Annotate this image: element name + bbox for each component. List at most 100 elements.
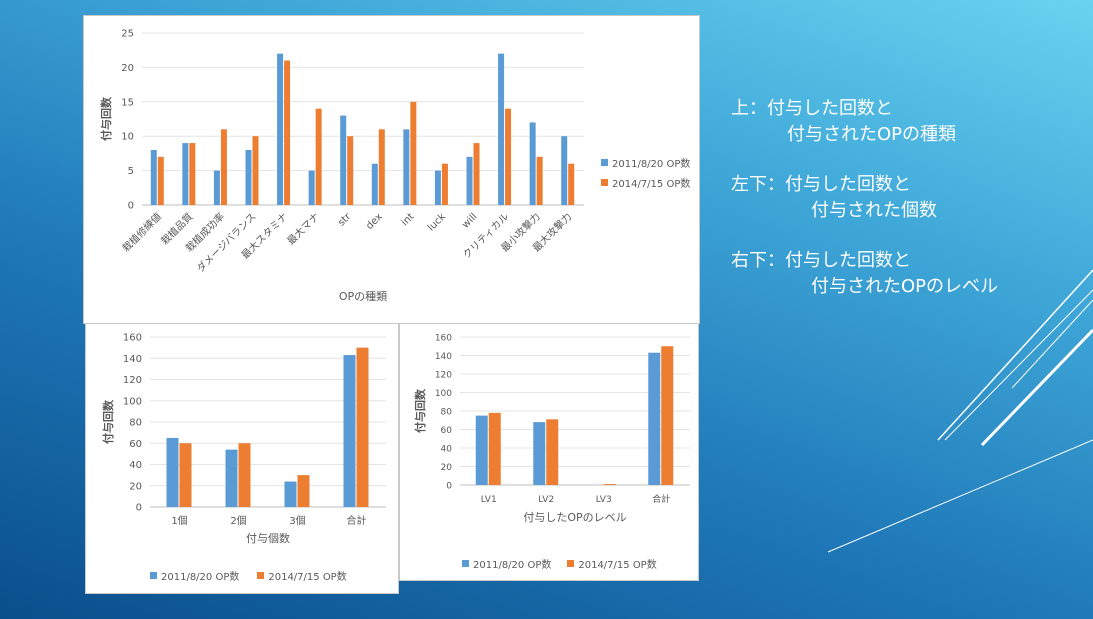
bar-series1 xyxy=(343,355,356,507)
chart-op-count-legend: 2011/8/20 OP数 2014/7/15 OP数 xyxy=(150,568,347,583)
x-tick-label: 2個 xyxy=(230,514,246,527)
y-axis-label: 付与回数 xyxy=(99,96,113,141)
bar-series2 xyxy=(536,156,543,205)
chart-op-types-legend: 2011/8/20 OP数 2014/7/15 OP数 xyxy=(601,152,690,192)
legend-item-series2: 2014/7/15 OP数 xyxy=(257,568,347,583)
bar-series1 xyxy=(371,163,378,205)
bar-series2 xyxy=(505,108,512,205)
y-tick-label: 40 xyxy=(129,460,142,471)
y-tick-label: 80 xyxy=(441,408,453,418)
x-axis-label: 付与したOPのレベル xyxy=(523,511,626,524)
bar-series2 xyxy=(378,129,385,205)
chart-op-count-panel: 0 20 40 60 80 100 120 140 160 1個 2個 3個 合計 付与個数 付与回数 xyxy=(85,323,399,594)
chart-op-level-panel: 0 20 40 60 80 100 120 140 160 LV1 LV2 LV3 合計 付与したOPのレ… xyxy=(399,323,699,581)
y-tick-label: 0 xyxy=(136,503,142,514)
note-line: 付与されたOPの種類 xyxy=(787,124,957,145)
y-tick-label: 120 xyxy=(123,375,142,386)
note-bottom-right: 右下：付与した回数と 付与されたOPのレベル xyxy=(731,248,998,300)
bar-series1 xyxy=(166,437,179,507)
bar-series1 xyxy=(284,481,297,507)
y-axis-label: 付与回数 xyxy=(101,399,115,444)
bar-series2 xyxy=(546,419,559,485)
deco-line xyxy=(1011,299,1093,389)
bar-series1 xyxy=(277,53,284,205)
bar-series2 xyxy=(568,163,575,205)
note-line: 上：付与した回数と xyxy=(731,98,893,119)
bar-series1 xyxy=(340,115,347,205)
legend-item-series2: 2014/7/15 OP数 xyxy=(567,556,657,571)
note-bottom-left: 左下：付与した回数と 付与された個数 xyxy=(731,172,998,224)
y-tick-label: 140 xyxy=(123,354,142,365)
note-line: 付与されたOPのレベル xyxy=(811,276,999,297)
bar-series2 xyxy=(356,347,369,507)
y-tick-label: 80 xyxy=(129,418,142,429)
bar-series2 xyxy=(488,412,501,485)
bar-series2 xyxy=(157,156,164,205)
legend-swatch xyxy=(601,158,608,166)
legend-swatch xyxy=(601,178,608,186)
y-tick-label: 160 xyxy=(435,334,452,344)
y-tick-label: 20 xyxy=(129,481,142,492)
x-tick-label: luck xyxy=(426,211,448,233)
note-line: 左下：付与した回数と xyxy=(731,174,911,195)
x-tick-label: 3個 xyxy=(289,514,305,527)
y-tick-label: 60 xyxy=(441,426,453,436)
legend-label: 2014/7/15 OP数 xyxy=(578,560,657,571)
x-axis-label: OPの種類 xyxy=(339,289,387,303)
chart-op-types-panel: 0 5 10 15 20 25 栽植修練値 栽植品質 栽植成功率 ダメージバランス 最大スタミナ 最大… xyxy=(83,15,700,324)
y-tick-label: 10 xyxy=(121,132,134,143)
bar-series2 xyxy=(410,101,417,205)
deco-line xyxy=(944,289,1093,441)
chart-op-level: 0 20 40 60 80 100 120 140 160 LV1 LV2 LV3 合計付与したOPのレ… xyxy=(413,334,690,524)
bar-series1 xyxy=(308,170,315,205)
x-tick-label: 合計 xyxy=(347,514,367,527)
bar-series1 xyxy=(213,170,220,205)
legend-swatch xyxy=(150,572,157,579)
y-tick-label: 100 xyxy=(123,396,142,407)
note-line: 付与された個数 xyxy=(811,200,937,221)
legend-label: 2011/8/20 OP数 xyxy=(612,158,691,170)
y-tick-label: 15 xyxy=(121,97,134,108)
x-tick-label: dex xyxy=(364,211,385,232)
legend-label: 2011/8/20 OP数 xyxy=(473,560,552,571)
bar-series1 xyxy=(533,422,546,485)
legend-item-series1: 2011/8/20 OP数 xyxy=(462,556,551,571)
bar-series1 xyxy=(648,352,661,485)
deco-line xyxy=(937,269,1093,441)
note-line: 右下：付与した回数と xyxy=(731,250,911,271)
bar-series2 xyxy=(603,484,616,485)
y-tick-label: 160 xyxy=(123,333,142,344)
notes-block: 上：付与した回数と 付与されたOPの種類 左下：付与した回数と 付与された個数 … xyxy=(731,96,998,324)
bar-series1 xyxy=(182,143,189,205)
deco-line xyxy=(827,439,1093,553)
x-tick-label: 合計 xyxy=(652,493,670,505)
legend-swatch xyxy=(567,560,575,567)
deco-line xyxy=(980,328,1093,447)
y-tick-label: 140 xyxy=(435,352,452,362)
legend-swatch xyxy=(257,572,265,579)
bar-series2 xyxy=(473,143,480,205)
bar-series1 xyxy=(403,129,410,205)
y-tick-label: 100 xyxy=(435,389,452,399)
bar-series2 xyxy=(315,108,322,205)
bar-series2 xyxy=(252,136,259,205)
y-axis-label: 付与回数 xyxy=(413,388,427,433)
y-tick-label: 60 xyxy=(129,439,142,450)
x-tick-label: int xyxy=(399,211,416,228)
legend-label: 2014/7/15 OP数 xyxy=(268,572,347,583)
bar-series1 xyxy=(466,156,473,205)
y-tick-label: 25 xyxy=(121,29,134,40)
legend-swatch xyxy=(462,560,469,567)
bar-series1 xyxy=(150,149,157,205)
legend-item-series1: 2011/8/20 OP数 xyxy=(601,152,690,172)
bar-series2 xyxy=(284,60,291,205)
x-tick-label: will xyxy=(460,211,479,230)
bar-series2 xyxy=(347,136,354,205)
bar-series1 xyxy=(529,122,536,205)
bar-series2 xyxy=(297,475,310,507)
chart-op-types: 0510152025栽植修練値栽植品質栽植成功率ダメージバランス最大スタミナ最大… xyxy=(99,29,584,303)
bar-series2 xyxy=(661,346,674,485)
